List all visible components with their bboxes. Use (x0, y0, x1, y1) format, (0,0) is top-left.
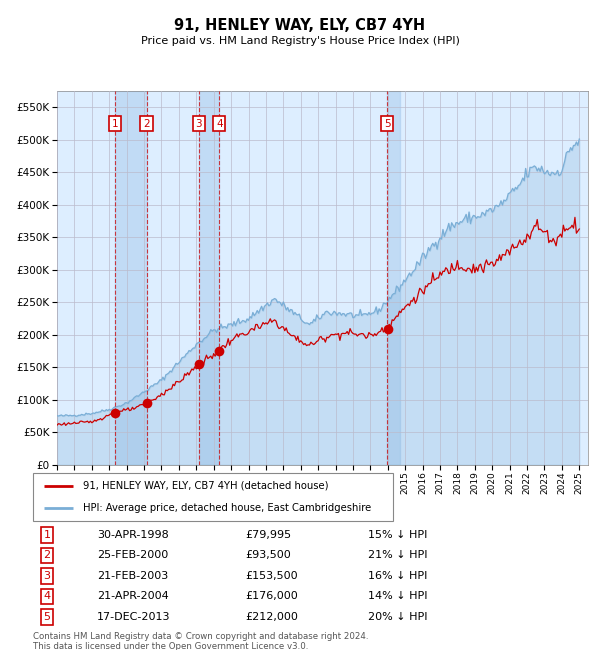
Text: This data is licensed under the Open Government Licence v3.0.: This data is licensed under the Open Gov… (33, 642, 308, 650)
Text: 4: 4 (43, 592, 50, 601)
Text: 2: 2 (143, 118, 150, 129)
Text: £212,000: £212,000 (245, 612, 298, 622)
Text: £153,500: £153,500 (245, 571, 298, 581)
Text: 20% ↓ HPI: 20% ↓ HPI (368, 612, 427, 622)
Bar (115, 91, 146, 465)
Text: £93,500: £93,500 (245, 551, 291, 560)
Text: 17-DEC-2013: 17-DEC-2013 (97, 612, 170, 622)
Text: 3: 3 (196, 118, 202, 129)
Bar (387, 91, 400, 465)
Text: 4: 4 (216, 118, 223, 129)
Text: 3: 3 (43, 571, 50, 581)
Text: £79,995: £79,995 (245, 530, 291, 540)
Text: 91, HENLEY WAY, ELY, CB7 4YH (detached house): 91, HENLEY WAY, ELY, CB7 4YH (detached h… (83, 481, 329, 491)
Text: Price paid vs. HM Land Registry's House Price Index (HPI): Price paid vs. HM Land Registry's House … (140, 36, 460, 46)
Text: 1: 1 (43, 530, 50, 540)
Text: 21% ↓ HPI: 21% ↓ HPI (368, 551, 427, 560)
Text: 16% ↓ HPI: 16% ↓ HPI (368, 571, 427, 581)
Text: 5: 5 (384, 118, 391, 129)
Text: HPI: Average price, detached house, East Cambridgeshire: HPI: Average price, detached house, East… (83, 503, 371, 513)
Text: 21-FEB-2003: 21-FEB-2003 (97, 571, 169, 581)
Text: 1: 1 (112, 118, 118, 129)
Text: Contains HM Land Registry data © Crown copyright and database right 2024.: Contains HM Land Registry data © Crown c… (33, 632, 368, 642)
Text: 91, HENLEY WAY, ELY, CB7 4YH: 91, HENLEY WAY, ELY, CB7 4YH (175, 18, 425, 33)
Text: 25-FEB-2000: 25-FEB-2000 (97, 551, 169, 560)
Text: 30-APR-1998: 30-APR-1998 (97, 530, 169, 540)
Text: 21-APR-2004: 21-APR-2004 (97, 592, 169, 601)
Text: 2: 2 (43, 551, 50, 560)
Bar (199, 91, 219, 465)
Text: 14% ↓ HPI: 14% ↓ HPI (368, 592, 427, 601)
Text: 15% ↓ HPI: 15% ↓ HPI (368, 530, 427, 540)
Text: 5: 5 (43, 612, 50, 622)
Text: £176,000: £176,000 (245, 592, 298, 601)
FancyBboxPatch shape (33, 473, 393, 521)
